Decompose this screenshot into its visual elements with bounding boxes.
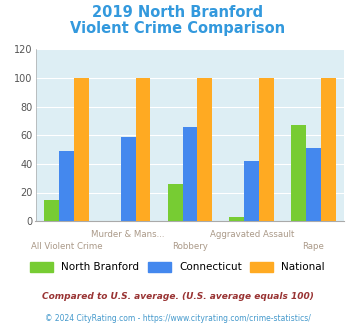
Bar [197,78,212,221]
Bar [321,78,336,221]
Bar [44,200,59,221]
Text: Violent Crime Comparison: Violent Crime Comparison [70,21,285,36]
Bar [182,127,197,221]
Text: Compared to U.S. average. (U.S. average equals 100): Compared to U.S. average. (U.S. average … [42,292,313,301]
Bar [244,161,259,221]
Text: Aggravated Assault: Aggravated Assault [209,230,294,239]
Bar [291,125,306,221]
Text: © 2024 CityRating.com - https://www.cityrating.com/crime-statistics/: © 2024 CityRating.com - https://www.city… [45,314,310,323]
Bar [259,78,274,221]
Bar [74,78,89,221]
Text: Robbery: Robbery [172,242,208,251]
Text: Murder & Mans...: Murder & Mans... [91,230,165,239]
Text: Rape: Rape [302,242,324,251]
Legend: North Branford, Connecticut, National: North Branford, Connecticut, National [26,258,329,277]
Bar [59,151,74,221]
Bar [306,148,321,221]
Bar [136,78,151,221]
Bar [121,137,136,221]
Bar [168,184,182,221]
Text: All Violent Crime: All Violent Crime [31,242,102,251]
Bar [229,217,244,221]
Text: 2019 North Branford: 2019 North Branford [92,5,263,20]
